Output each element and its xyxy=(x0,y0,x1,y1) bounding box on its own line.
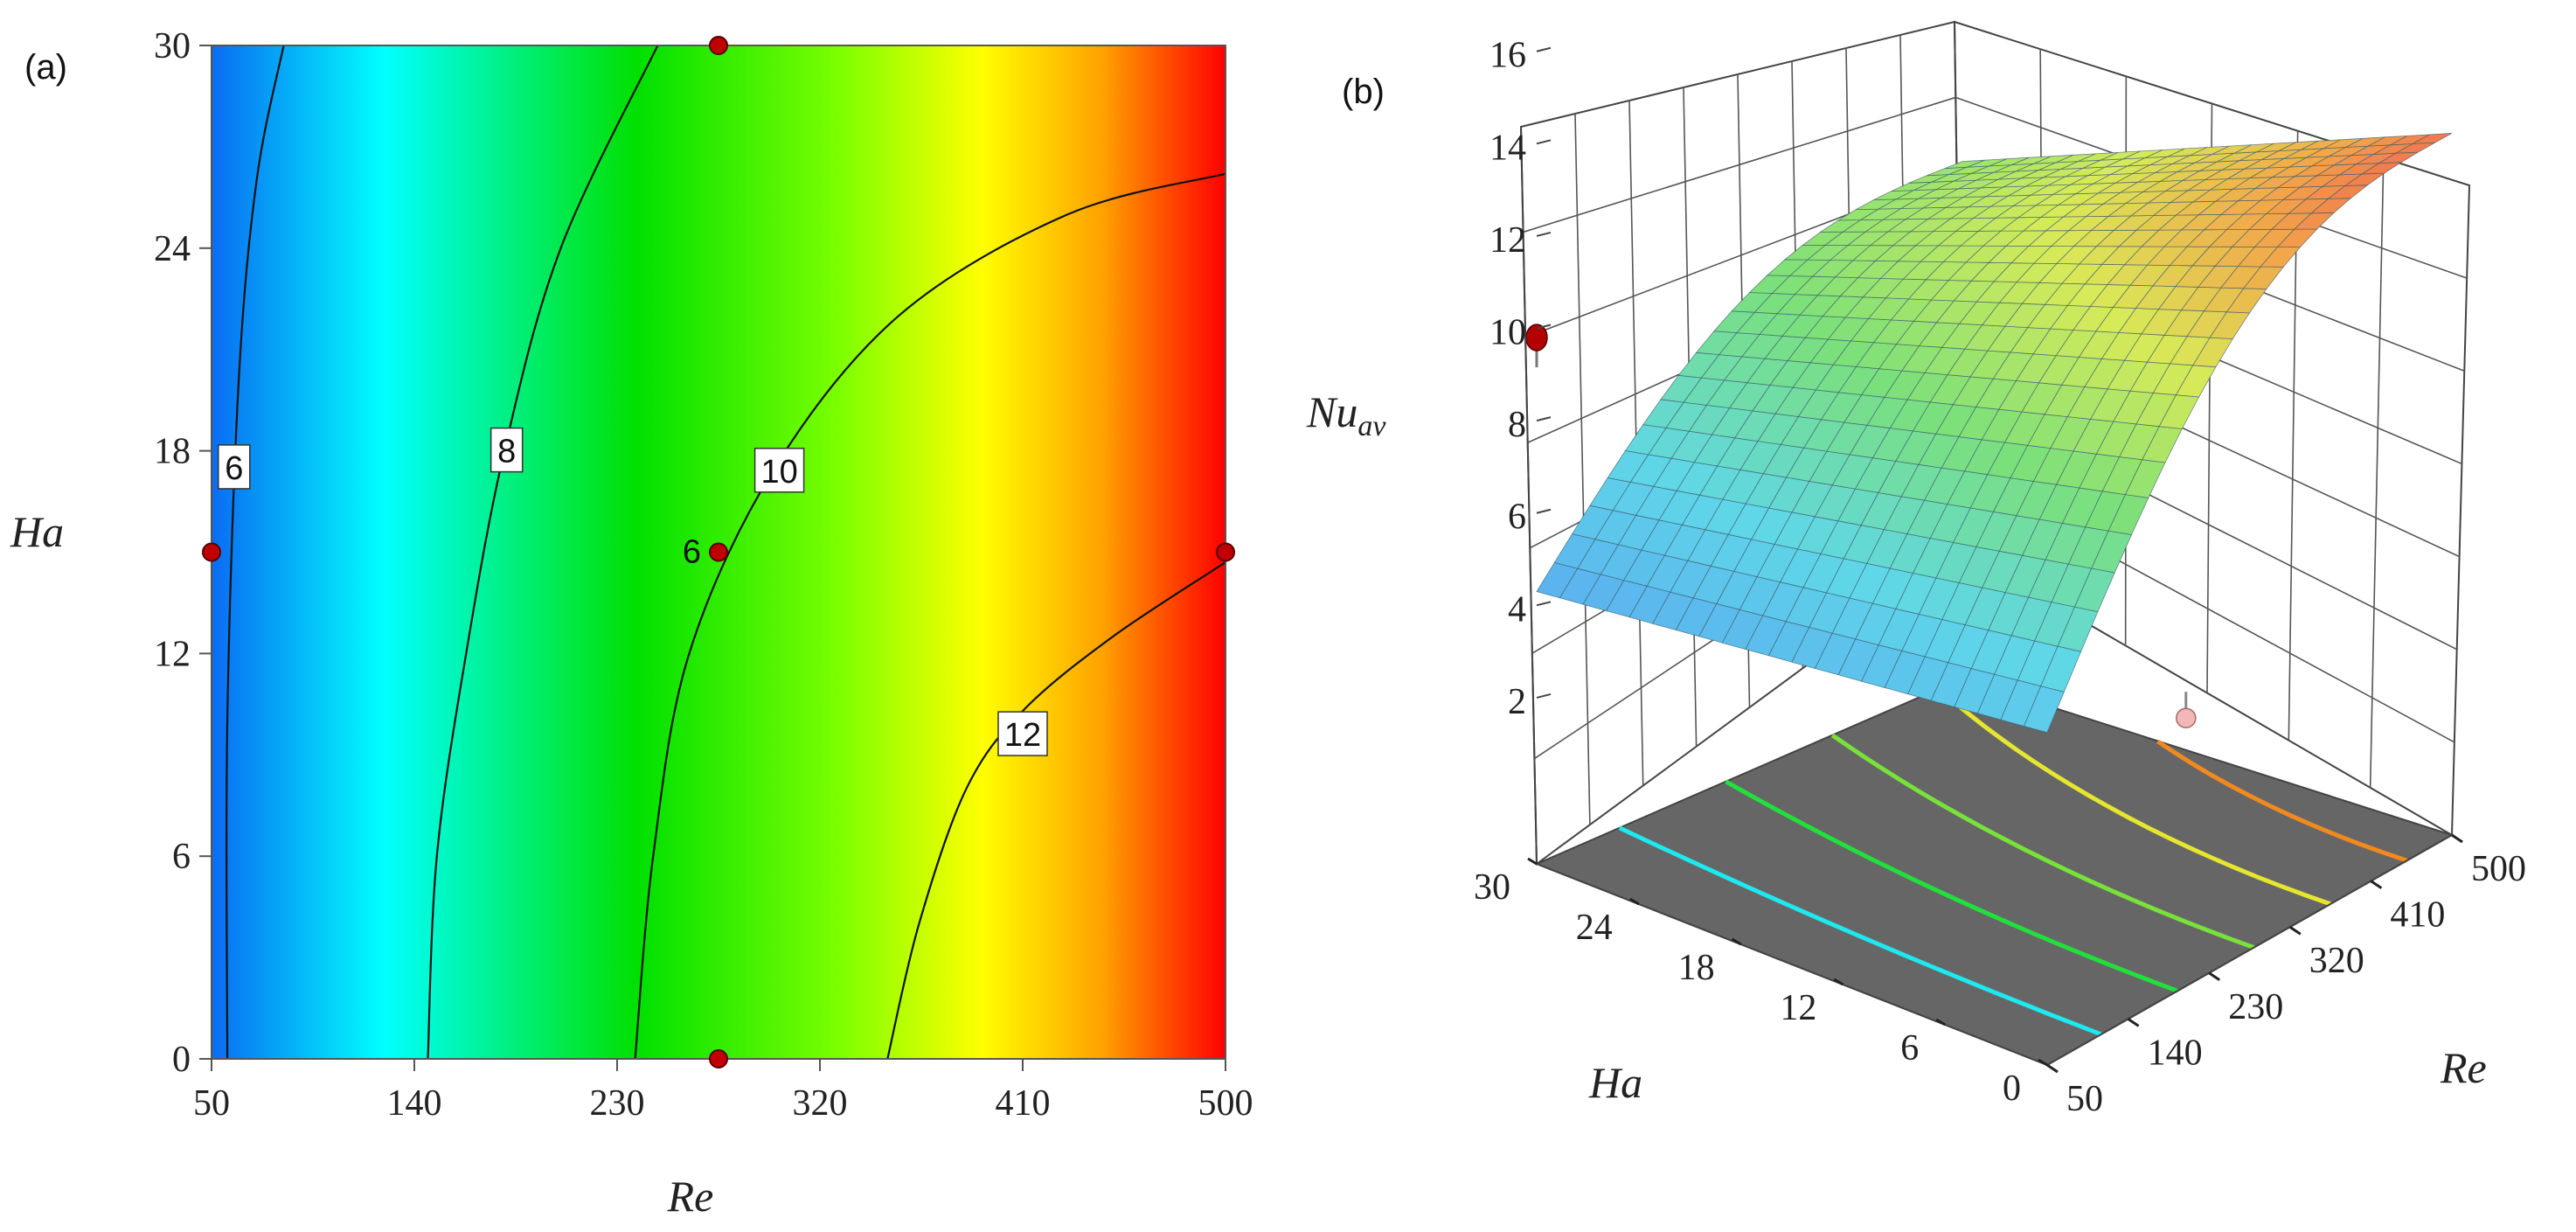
surface-re-tick-label: 410 xyxy=(2390,895,2445,936)
surface-re-tick-label: 320 xyxy=(2309,941,2364,981)
surface-ha-tick-label: 18 xyxy=(1678,948,1715,988)
surface-floor xyxy=(1534,677,2454,1067)
contour-chart: 6 8 10 12 50 140 230 320 410 500 0 6 12 18 24 30 6 Re… xyxy=(10,26,1253,1221)
contour-line-8 xyxy=(427,45,659,1059)
design-point xyxy=(709,542,728,562)
contour-y-tick-label: 0 xyxy=(172,1040,191,1080)
design-point-count: 6 xyxy=(683,534,701,571)
contour-y-axis-title: Ha xyxy=(10,507,64,556)
surface-z-tick-label: 2 xyxy=(1508,682,1526,722)
contour-x-tick-label: 500 xyxy=(1198,1083,1253,1124)
contour-y-tick-label: 12 xyxy=(154,634,191,674)
contour-label-10: 10 xyxy=(760,454,797,491)
surface-ha-tick-label: 0 xyxy=(2003,1068,2021,1109)
surface-re-tick-label: 50 xyxy=(2066,1079,2103,1119)
surface-ha-tick-label: 12 xyxy=(1780,988,1816,1028)
surface-z-tick-label: 16 xyxy=(1489,36,1526,76)
surface-re-tick-label: 500 xyxy=(2471,849,2526,889)
contour-line-12 xyxy=(886,561,1226,1059)
contour-x-tick-label: 50 xyxy=(193,1083,230,1124)
contour-label-box xyxy=(997,711,1048,756)
floor-contour xyxy=(1725,779,2179,993)
design-point xyxy=(1216,542,1235,562)
contour-label-box xyxy=(218,444,251,490)
surface-z-axis-title: Nuav xyxy=(1306,387,1386,442)
surface-z-tick-label: 8 xyxy=(1508,405,1526,445)
surface-ha-tick-label: 24 xyxy=(1576,908,1613,948)
surface-z-axis-title-sub: av xyxy=(1357,410,1386,442)
surface-ha-axis-title: Ha xyxy=(1588,1058,1642,1107)
contour-x-tick-label: 230 xyxy=(590,1083,645,1124)
contour-y-tick-label: 6 xyxy=(172,837,191,877)
contour-label-box xyxy=(753,448,805,493)
contour-label-12: 12 xyxy=(1004,717,1041,754)
contour-x-tick-label: 320 xyxy=(793,1083,848,1124)
surface-z-tick-label: 12 xyxy=(1489,220,1526,261)
contour-label-8: 8 xyxy=(497,434,516,470)
surface-re-tick-label: 140 xyxy=(2148,1033,2203,1073)
floor-contour xyxy=(1937,686,2331,907)
contour-x-tick-label: 410 xyxy=(996,1083,1051,1124)
surface-z-axis-title-main: Nu xyxy=(1306,387,1357,436)
panel-b-label: (b) xyxy=(1342,73,1385,111)
contour-y-tick-label: 24 xyxy=(154,229,191,269)
floor-contour xyxy=(2156,739,2408,863)
floor-contour xyxy=(1830,733,2255,950)
surface-re-tick-label: 230 xyxy=(2228,987,2283,1027)
panel-a-label: (a) xyxy=(24,48,67,87)
contour-x-axis-title: Re xyxy=(667,1172,714,1221)
design-point-above xyxy=(1525,324,1548,352)
design-point xyxy=(709,1049,728,1068)
surface-z-tick-label: 14 xyxy=(1489,128,1526,168)
contour-x-tick-label: 140 xyxy=(387,1083,442,1124)
contour-y-tick-label: 30 xyxy=(154,26,191,66)
contour-y-tick-label: 18 xyxy=(154,432,191,472)
contour-label-6: 6 xyxy=(225,450,243,487)
design-point-below xyxy=(2176,707,2197,728)
surface-re-axis-title: Re xyxy=(2440,1043,2487,1092)
surface-ha-tick-label: 6 xyxy=(1900,1028,1919,1068)
surface-z-tick-label: 4 xyxy=(1508,589,1526,630)
surface-ha-tick-label: 30 xyxy=(1474,867,1510,908)
design-point xyxy=(202,542,221,562)
surface-z-tick-label: 10 xyxy=(1489,313,1526,353)
contour-label-box xyxy=(490,427,524,473)
design-point xyxy=(709,36,728,55)
surface-z-tick-label: 6 xyxy=(1508,498,1526,538)
floor-contour xyxy=(1618,825,2102,1037)
